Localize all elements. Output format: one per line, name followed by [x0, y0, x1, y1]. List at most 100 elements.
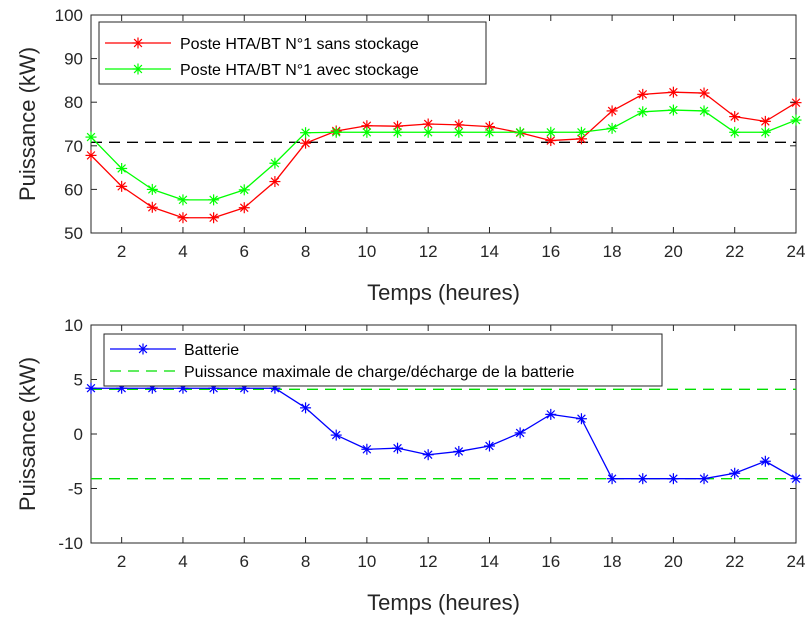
- data-point-top-1-2-stroke-d2: [117, 164, 126, 173]
- data-point-top-0-21: [698, 87, 710, 99]
- legend-item-batterie: Batterie: [110, 342, 239, 359]
- data-point-top-1-19: [637, 106, 649, 118]
- legend-marker-sans-stockage-glyph-stroke-d2: [133, 38, 143, 48]
- data-point-top-1-21: [698, 105, 710, 117]
- data-point-top-0-1: [85, 149, 97, 161]
- data-point-top-0-2-stroke-d2: [117, 182, 126, 191]
- data-point-top-1-23: [759, 126, 771, 138]
- data-point-top-1-21-stroke-d2: [699, 106, 709, 116]
- data-point-bottom-0-15: [514, 427, 526, 439]
- data-point-top-0-8-stroke-d2: [301, 138, 310, 148]
- data-point-top-0-22: [729, 111, 741, 123]
- data-point-top-1-11-stroke-d2: [393, 127, 402, 137]
- x-tick-label-top-20: 20: [664, 242, 683, 261]
- x-tick-label-bottom-20: 20: [664, 552, 683, 571]
- data-point-top-1-12-stroke-d2: [423, 127, 433, 137]
- data-point-top-1-1: [85, 131, 97, 143]
- data-point-top-0-18: [606, 105, 618, 117]
- x-tick-label-top-12: 12: [419, 242, 438, 261]
- data-point-top-1-4-stroke-d2: [178, 195, 188, 205]
- data-point-top-0-20-stroke-d2: [669, 87, 678, 97]
- data-point-top-0-12-stroke-d2: [423, 119, 433, 129]
- data-point-bottom-0-10: [361, 443, 373, 455]
- y-tick-label-top-70: 70: [64, 137, 83, 156]
- data-point-bottom-0-16: [545, 408, 557, 420]
- data-point-top-1-23-stroke-d2: [761, 127, 770, 137]
- data-point-top-0-17: [575, 133, 587, 145]
- series-layer-bottom: [85, 382, 802, 485]
- data-point-top-1-14-stroke-d2: [485, 127, 494, 137]
- data-point-top-1-17: [575, 126, 587, 138]
- data-point-bottom-0-20: [667, 473, 679, 485]
- reference-lines-bottom: [91, 388, 796, 480]
- data-point-bottom-0-21: [698, 473, 710, 485]
- x-tick-label-top-2: 2: [117, 242, 126, 261]
- data-point-top-0-1-stroke-d2: [86, 151, 96, 160]
- series-layer-top: [85, 86, 802, 224]
- x-tick-label-top-16: 16: [541, 242, 560, 261]
- data-point-top-1-7: [269, 157, 281, 169]
- data-point-bottom-0-19: [637, 473, 649, 485]
- x-tick-label-bottom-22: 22: [725, 552, 744, 571]
- data-point-top-0-3: [146, 201, 158, 213]
- y-tick-label-top-50: 50: [64, 224, 83, 243]
- data-point-bottom-0-12-stroke-d2: [423, 450, 433, 460]
- data-point-bottom-0-16-stroke-d2: [546, 410, 556, 419]
- data-point-bottom-0-18-stroke-d2: [607, 474, 617, 484]
- data-point-bottom-0-1: [85, 382, 97, 394]
- data-point-bottom-0-9-stroke-d2: [331, 430, 341, 440]
- legend-label-limite: Puissance maximale de charge/décharge de…: [184, 364, 575, 381]
- x-tick-label-bottom-24: 24: [787, 552, 806, 571]
- data-point-top-1-15-stroke-d2: [515, 127, 525, 137]
- x-tick-label-bottom-12: 12: [419, 552, 438, 571]
- legend-item-limite: Puissance maximale de charge/décharge de…: [110, 364, 575, 381]
- data-point-top-0-11: [392, 120, 404, 132]
- legend-marker-batterie-glyph: [137, 343, 149, 355]
- data-point-bottom-0-18: [606, 473, 618, 485]
- data-point-bottom-0-21-stroke-d2: [699, 474, 709, 484]
- legend-box-top: [98, 21, 487, 85]
- y-tick-label-bottom--10: -10: [58, 534, 83, 553]
- data-point-top-1-14: [483, 126, 495, 138]
- data-point-top-0-7: [269, 176, 281, 188]
- data-point-top-0-4-stroke-d2: [178, 213, 188, 223]
- x-tick-label-top-24: 24: [787, 242, 806, 261]
- data-point-bottom-0-17-stroke-d2: [577, 414, 586, 424]
- legend-label-avec-stockage: Poste HTA/BT N°1 avec stockage: [180, 62, 419, 79]
- x-tick-label-top-6: 6: [240, 242, 249, 261]
- y-tick-label-bottom-5: 5: [74, 371, 83, 390]
- data-point-bottom-0-11: [392, 442, 404, 454]
- data-point-top-1-8: [300, 127, 312, 139]
- legend-bottom: Batterie Puissance maximale de charge/dé…: [103, 333, 663, 387]
- data-point-top-1-11: [392, 126, 404, 138]
- y-tick-label-bottom-10: 10: [64, 316, 83, 335]
- data-point-top-0-5-stroke-d2: [209, 213, 218, 223]
- data-point-top-0-20: [667, 86, 679, 98]
- x-tick-label-bottom-2: 2: [117, 552, 126, 571]
- x-tick-label-top-22: 22: [725, 242, 744, 261]
- legend-marker-batterie: [137, 343, 149, 355]
- data-point-top-1-9-stroke-d2: [331, 127, 341, 137]
- data-point-top-0-19-stroke-d2: [638, 90, 648, 99]
- data-point-bottom-0-22: [729, 467, 741, 479]
- data-point-top-0-6-stroke-d2: [239, 203, 249, 213]
- data-point-top-1-20: [667, 104, 679, 116]
- y-tick-label-top-100: 100: [55, 6, 83, 25]
- x-tick-label-bottom-14: 14: [480, 552, 499, 571]
- data-point-bottom-0-19-stroke-d2: [638, 474, 648, 484]
- data-point-top-0-4: [177, 212, 189, 224]
- x-tick-label-bottom-18: 18: [603, 552, 622, 571]
- legend-item-sans-stockage: Poste HTA/BT N°1 sans stockage: [105, 36, 419, 53]
- x-tick-label-bottom-6: 6: [240, 552, 249, 571]
- data-point-bottom-0-13-stroke-d2: [454, 447, 464, 456]
- data-point-top-0-18-stroke-d2: [607, 106, 617, 116]
- x-axis-label-top: Temps (heures): [367, 280, 520, 305]
- data-point-top-0-2: [116, 180, 128, 192]
- data-point-bottom-0-9: [330, 429, 342, 441]
- data-point-bottom-0-15-stroke-d2: [515, 428, 525, 438]
- data-point-top-1-8-stroke-d2: [301, 128, 310, 138]
- data-point-bottom-0-13: [453, 445, 465, 457]
